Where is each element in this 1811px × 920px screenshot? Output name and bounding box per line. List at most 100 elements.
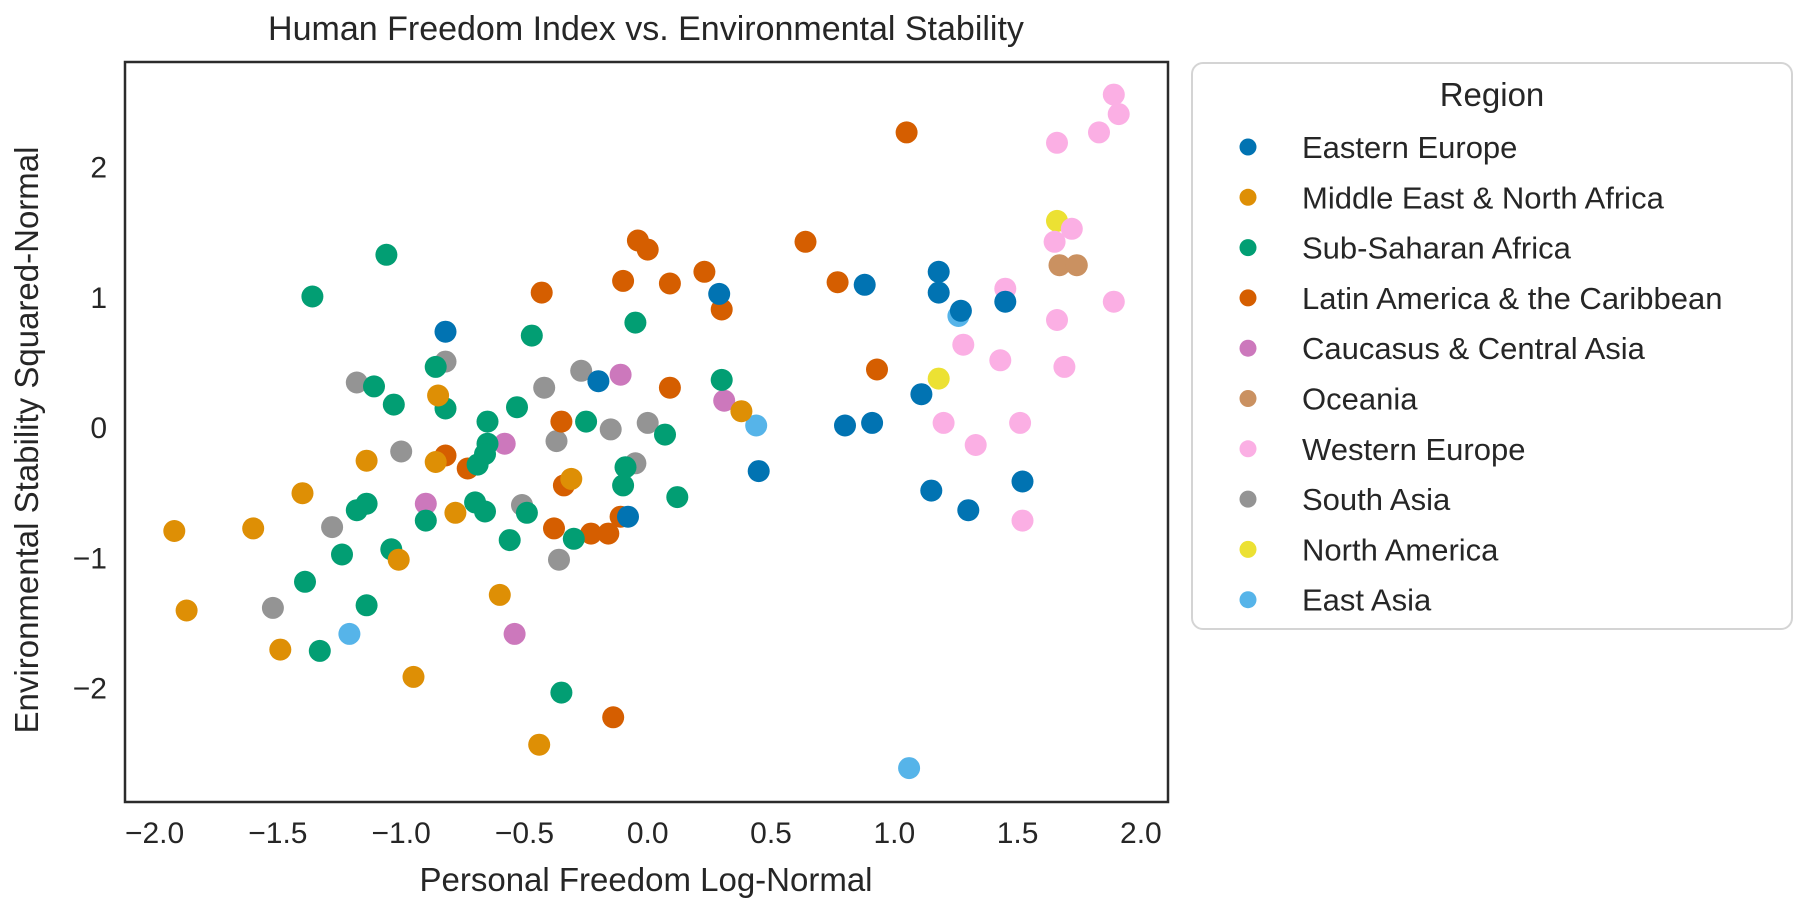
legend-label-sub-saharan-africa: Sub-Saharan Africa	[1302, 231, 1572, 266]
data-point-south-asia	[321, 516, 344, 539]
data-point-latin-america-the-caribbean	[543, 517, 565, 540]
legend-marker-latin-america-the-caribbean	[1239, 289, 1257, 307]
legend-marker-north-america	[1239, 540, 1257, 558]
data-point-south-asia	[570, 359, 593, 382]
data-point-sub-saharan-africa	[382, 393, 405, 416]
data-point-western-europe	[932, 411, 955, 434]
data-point-sub-saharan-africa	[294, 570, 316, 593]
data-point-latin-america-the-caribbean	[866, 358, 888, 381]
data-point-sub-saharan-africa	[355, 594, 378, 617]
data-point-middle-east-north-africa	[163, 520, 186, 542]
y-tick-label: 2	[90, 152, 107, 185]
data-point-sub-saharan-africa	[375, 243, 398, 266]
data-point-sub-saharan-africa	[562, 527, 585, 550]
legend-label-south-asia: South Asia	[1302, 482, 1451, 517]
data-point-latin-america-the-caribbean	[530, 281, 553, 304]
legend-label-north-america: North America	[1302, 532, 1499, 567]
data-point-sub-saharan-africa	[575, 410, 598, 433]
legend-label-middle-east-north-africa: Middle East & North Africa	[1302, 180, 1665, 215]
legend-marker-eastern-europe	[1239, 138, 1257, 156]
data-point-eastern-europe	[1011, 470, 1034, 493]
data-point-sub-saharan-africa	[654, 423, 676, 446]
data-point-latin-america-the-caribbean	[550, 410, 573, 433]
data-point-eastern-europe	[910, 383, 933, 406]
data-point-sub-saharan-africa	[331, 543, 353, 566]
data-point-middle-east-north-africa	[488, 583, 511, 606]
data-point-sub-saharan-africa	[474, 500, 496, 523]
data-point-latin-america-the-caribbean	[895, 121, 918, 144]
legend-marker-sub-saharan-africa	[1239, 239, 1257, 257]
data-point-caucasus-central-asia	[493, 432, 516, 455]
data-point-latin-america-the-caribbean	[658, 272, 681, 295]
legend-label-latin-america-the-caribbean: Latin America & the Caribbean	[1302, 281, 1722, 316]
x-tick-label: −1.0	[372, 817, 431, 850]
data-point-south-asia	[636, 411, 659, 434]
data-point-latin-america-the-caribbean	[693, 260, 716, 283]
data-point-sub-saharan-africa	[710, 368, 733, 391]
data-point-sub-saharan-africa	[466, 453, 489, 476]
data-point-eastern-europe	[617, 505, 639, 528]
data-point-eastern-europe	[927, 260, 950, 283]
legend: Region Eastern Europe Middle East & North…	[1191, 62, 1793, 630]
data-point-sub-saharan-africa	[345, 499, 368, 522]
data-point-sub-saharan-africa	[666, 486, 689, 509]
data-point-latin-america-the-caribbean	[794, 230, 817, 253]
data-point-caucasus-central-asia	[609, 363, 632, 386]
x-tick-label: 1.5	[997, 817, 1039, 850]
data-point-eastern-europe	[708, 282, 731, 305]
data-point-middle-east-north-africa	[175, 599, 198, 622]
y-tick-label: 1	[90, 282, 107, 315]
data-point-latin-america-the-caribbean	[602, 706, 625, 729]
data-point-south-asia	[261, 596, 284, 619]
data-point-latin-america-the-caribbean	[826, 271, 849, 294]
legend-marker-western-europe	[1239, 440, 1257, 458]
data-point-sub-saharan-africa	[515, 501, 538, 524]
legend-label-oceania: Oceania	[1302, 382, 1418, 417]
data-point-south-asia	[599, 418, 622, 441]
data-point-sub-saharan-africa	[550, 681, 573, 704]
data-point-caucasus-central-asia	[414, 492, 437, 515]
legend-marker-oceania	[1239, 390, 1257, 407]
data-point-western-europe	[1053, 355, 1076, 378]
data-point-eastern-europe	[957, 499, 980, 522]
data-point-sub-saharan-africa	[612, 474, 635, 497]
chart-title: Human Freedom Index vs. Environmental St…	[268, 10, 1024, 48]
data-point-sub-saharan-africa	[498, 529, 521, 552]
data-point-caucasus-central-asia	[713, 389, 736, 412]
data-point-eastern-europe	[927, 281, 950, 304]
data-point-eastern-europe	[861, 411, 884, 434]
legend-box	[1191, 62, 1793, 630]
legend-marker-caucasus-central-asia	[1239, 339, 1257, 357]
data-point-sub-saharan-africa	[424, 355, 447, 378]
data-point-sub-saharan-africa	[301, 285, 324, 308]
data-point-western-europe	[1060, 217, 1083, 240]
y-tick-label: −2	[73, 673, 107, 706]
points-layer	[163, 83, 1130, 780]
data-point-south-asia	[548, 548, 570, 571]
data-point-sub-saharan-africa	[624, 311, 647, 334]
data-point-western-europe	[1043, 230, 1066, 253]
data-point-latin-america-the-caribbean	[580, 522, 602, 545]
legend-marker-east-asia	[1239, 591, 1257, 609]
x-tick-label: 2.0	[1120, 817, 1162, 850]
data-point-eastern-europe	[834, 414, 856, 437]
data-point-caucasus-central-asia	[503, 622, 526, 645]
data-point-sub-saharan-africa	[476, 410, 499, 433]
data-point-latin-america-the-caribbean	[658, 376, 681, 399]
data-point-middle-east-north-africa	[269, 638, 292, 661]
data-point-eastern-europe	[434, 320, 457, 343]
data-point-south-asia	[390, 440, 413, 463]
data-point-latin-america-the-caribbean	[612, 269, 635, 292]
data-point-eastern-europe	[587, 370, 610, 393]
data-point-middle-east-north-africa	[355, 449, 378, 472]
data-point-latin-america-the-caribbean	[597, 522, 620, 545]
legend-marker-south-asia	[1239, 490, 1257, 508]
data-point-south-asia	[545, 430, 568, 453]
data-point-sub-saharan-africa	[506, 396, 528, 419]
data-point-western-europe	[1011, 509, 1034, 532]
data-point-middle-east-north-africa	[444, 501, 467, 524]
x-tick-label: −2.0	[125, 817, 184, 850]
data-point-western-europe	[989, 349, 1012, 372]
legend-label-east-asia: East Asia	[1302, 583, 1432, 618]
